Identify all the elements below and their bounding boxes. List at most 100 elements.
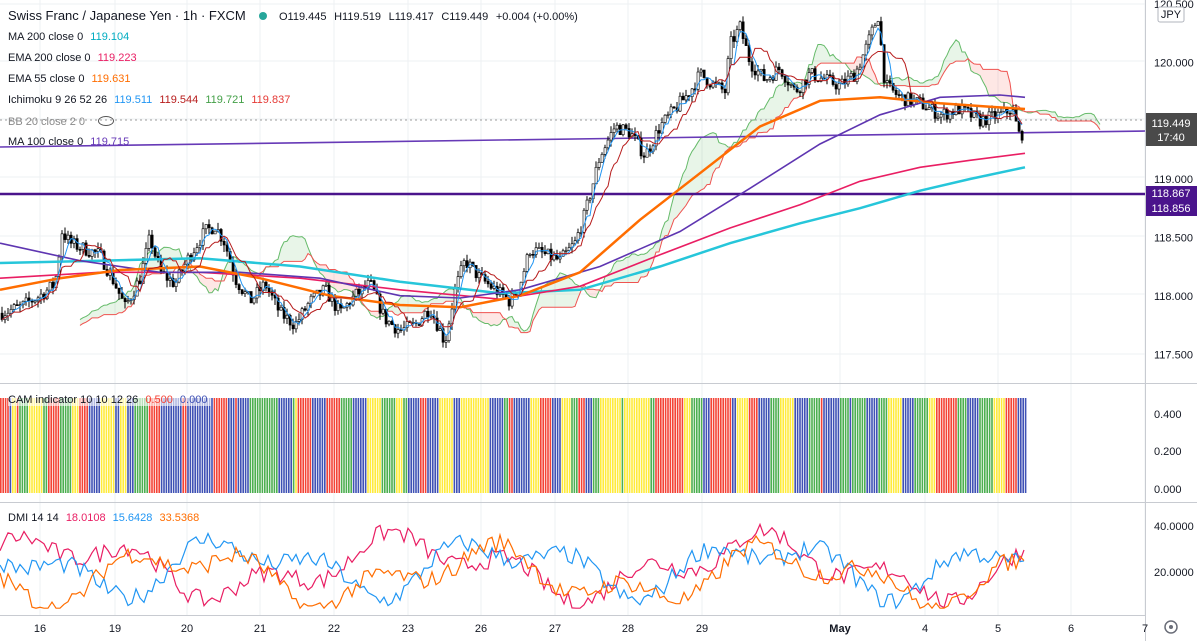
- legend-ma100[interactable]: MA 100 close 0 119.715: [8, 136, 133, 148]
- cloud-segment: [689, 151, 692, 201]
- cam-bar: [1017, 398, 1020, 493]
- cam-bar: [189, 398, 192, 493]
- candle-body: [396, 329, 400, 334]
- candle-body: [60, 233, 64, 258]
- cam-bar: [856, 398, 859, 493]
- price-axis[interactable]: 120.500120.000119.500119.000118.500118.0…: [1154, 0, 1194, 361]
- cloud-segment: [341, 272, 344, 292]
- cloud-segment: [593, 289, 596, 298]
- legend-bb[interactable]: BB 20 close 2 0: [8, 115, 118, 128]
- ohlc-change: +0.004 (+0.00%): [495, 11, 578, 23]
- legend-ma200[interactable]: MA 200 close 0 119.104: [8, 31, 133, 43]
- cam-bar: [588, 398, 590, 493]
- candle-body: [270, 291, 274, 296]
- candle-body: [93, 249, 97, 252]
- dmi-legend[interactable]: DMI 14 14 18.0108 15.6428 33.5368: [8, 512, 203, 524]
- cam-bar: [684, 398, 686, 493]
- time-axis[interactable]: 16 19 20 21 22 23 26 27 28 29 May 4 5 6 7: [34, 623, 1148, 635]
- cloud-segment: [770, 97, 773, 129]
- cam-bar: [225, 398, 228, 493]
- currency-box[interactable]: [1157, 6, 1185, 23]
- candle-body: [606, 139, 610, 149]
- candle-body: [243, 291, 247, 294]
- cloud-segment: [782, 81, 785, 114]
- cam-bar: [2, 398, 4, 493]
- ohlc-low: L119.417: [388, 11, 434, 23]
- cam-bar: [840, 398, 842, 493]
- cloud-segment: [947, 48, 950, 68]
- cloud-segment: [551, 281, 554, 308]
- cam-bar: [492, 398, 494, 493]
- dmi-legend-label: DMI 14 14: [8, 512, 59, 524]
- last-price-value: 119.449: [1152, 118, 1191, 130]
- cam-bar: [638, 398, 640, 493]
- cloud-segment: [203, 275, 206, 288]
- cam-bar: [866, 398, 868, 493]
- cam-bar: [208, 398, 211, 493]
- cam-bar: [700, 398, 703, 493]
- cam-bar: [568, 398, 571, 493]
- candle-body: [477, 272, 481, 279]
- cam-bar: [388, 398, 391, 493]
- candle-body: [729, 36, 733, 59]
- candle-body: [777, 66, 781, 71]
- cam-bar: [28, 398, 31, 493]
- cloud-segment: [284, 241, 287, 262]
- cloud-segment: [95, 309, 98, 318]
- level-badge-2-value: 118.856: [1152, 203, 1191, 215]
- cam-bar: [309, 398, 312, 493]
- candle-body: [744, 38, 748, 46]
- candle-body: [459, 265, 463, 277]
- cam-bar: [52, 398, 55, 493]
- candle-body: [966, 106, 970, 109]
- candle-body: [441, 328, 445, 343]
- cam-bar: [626, 398, 628, 493]
- cam-bar: [664, 398, 667, 493]
- cam-bar: [451, 398, 453, 493]
- legend-ema55[interactable]: EMA 55 close 0 119.631: [8, 73, 134, 85]
- cam-bar: [501, 398, 504, 493]
- symbol-header[interactable]: Swiss Franc / Japanese Yen · 1h · FXCM O…: [8, 8, 582, 23]
- trend-line[interactable]: [0, 130, 1145, 148]
- candle-body: [489, 283, 493, 289]
- cam-bar: [324, 398, 326, 493]
- cam-bar: [868, 398, 871, 493]
- cam-legend[interactable]: CAM indicator 10 10 12 26 0.500 0.000: [8, 394, 212, 406]
- cam-bar: [888, 398, 890, 493]
- cloud-segment: [896, 77, 899, 86]
- candle-body: [390, 320, 394, 326]
- cam-bar: [300, 398, 302, 493]
- cloud-segment: [512, 316, 515, 329]
- eye-hidden-icon[interactable]: [98, 116, 115, 126]
- dmi-minus-line: [0, 532, 1025, 610]
- cam-bar: [24, 398, 26, 493]
- candle-body: [285, 314, 289, 319]
- cam-bar: [885, 398, 888, 493]
- cam-bar: [288, 398, 290, 493]
- cam-bar: [290, 398, 292, 493]
- candle-body: [735, 29, 739, 42]
- cam-bar: [228, 398, 230, 493]
- cam-bar: [252, 398, 254, 493]
- legend-value: 119.715: [90, 136, 130, 148]
- cam-bar: [444, 398, 446, 493]
- cam-bar: [115, 398, 117, 493]
- cloud-segment: [287, 236, 290, 262]
- cam-bar: [352, 398, 355, 493]
- cam-bar: [398, 398, 400, 493]
- level-badge-2: [1146, 201, 1197, 216]
- cam-bar: [264, 398, 266, 493]
- cam-bar: [280, 398, 283, 493]
- settings-icon[interactable]: [1164, 620, 1178, 634]
- cloud-segment: [779, 85, 782, 117]
- cam-bar: [12, 398, 14, 493]
- cloud-segment: [926, 79, 929, 87]
- cam-bar: [304, 398, 307, 493]
- cloud-segment: [590, 289, 593, 298]
- legend-ichimoku[interactable]: Ichimoku 9 26 52 26 119.511 119.544 119.…: [8, 94, 294, 106]
- candle-body: [732, 36, 736, 42]
- cloud-segment: [587, 289, 590, 297]
- legend-ema200[interactable]: EMA 200 close 0 119.223: [8, 52, 141, 64]
- candle-body: [741, 21, 745, 39]
